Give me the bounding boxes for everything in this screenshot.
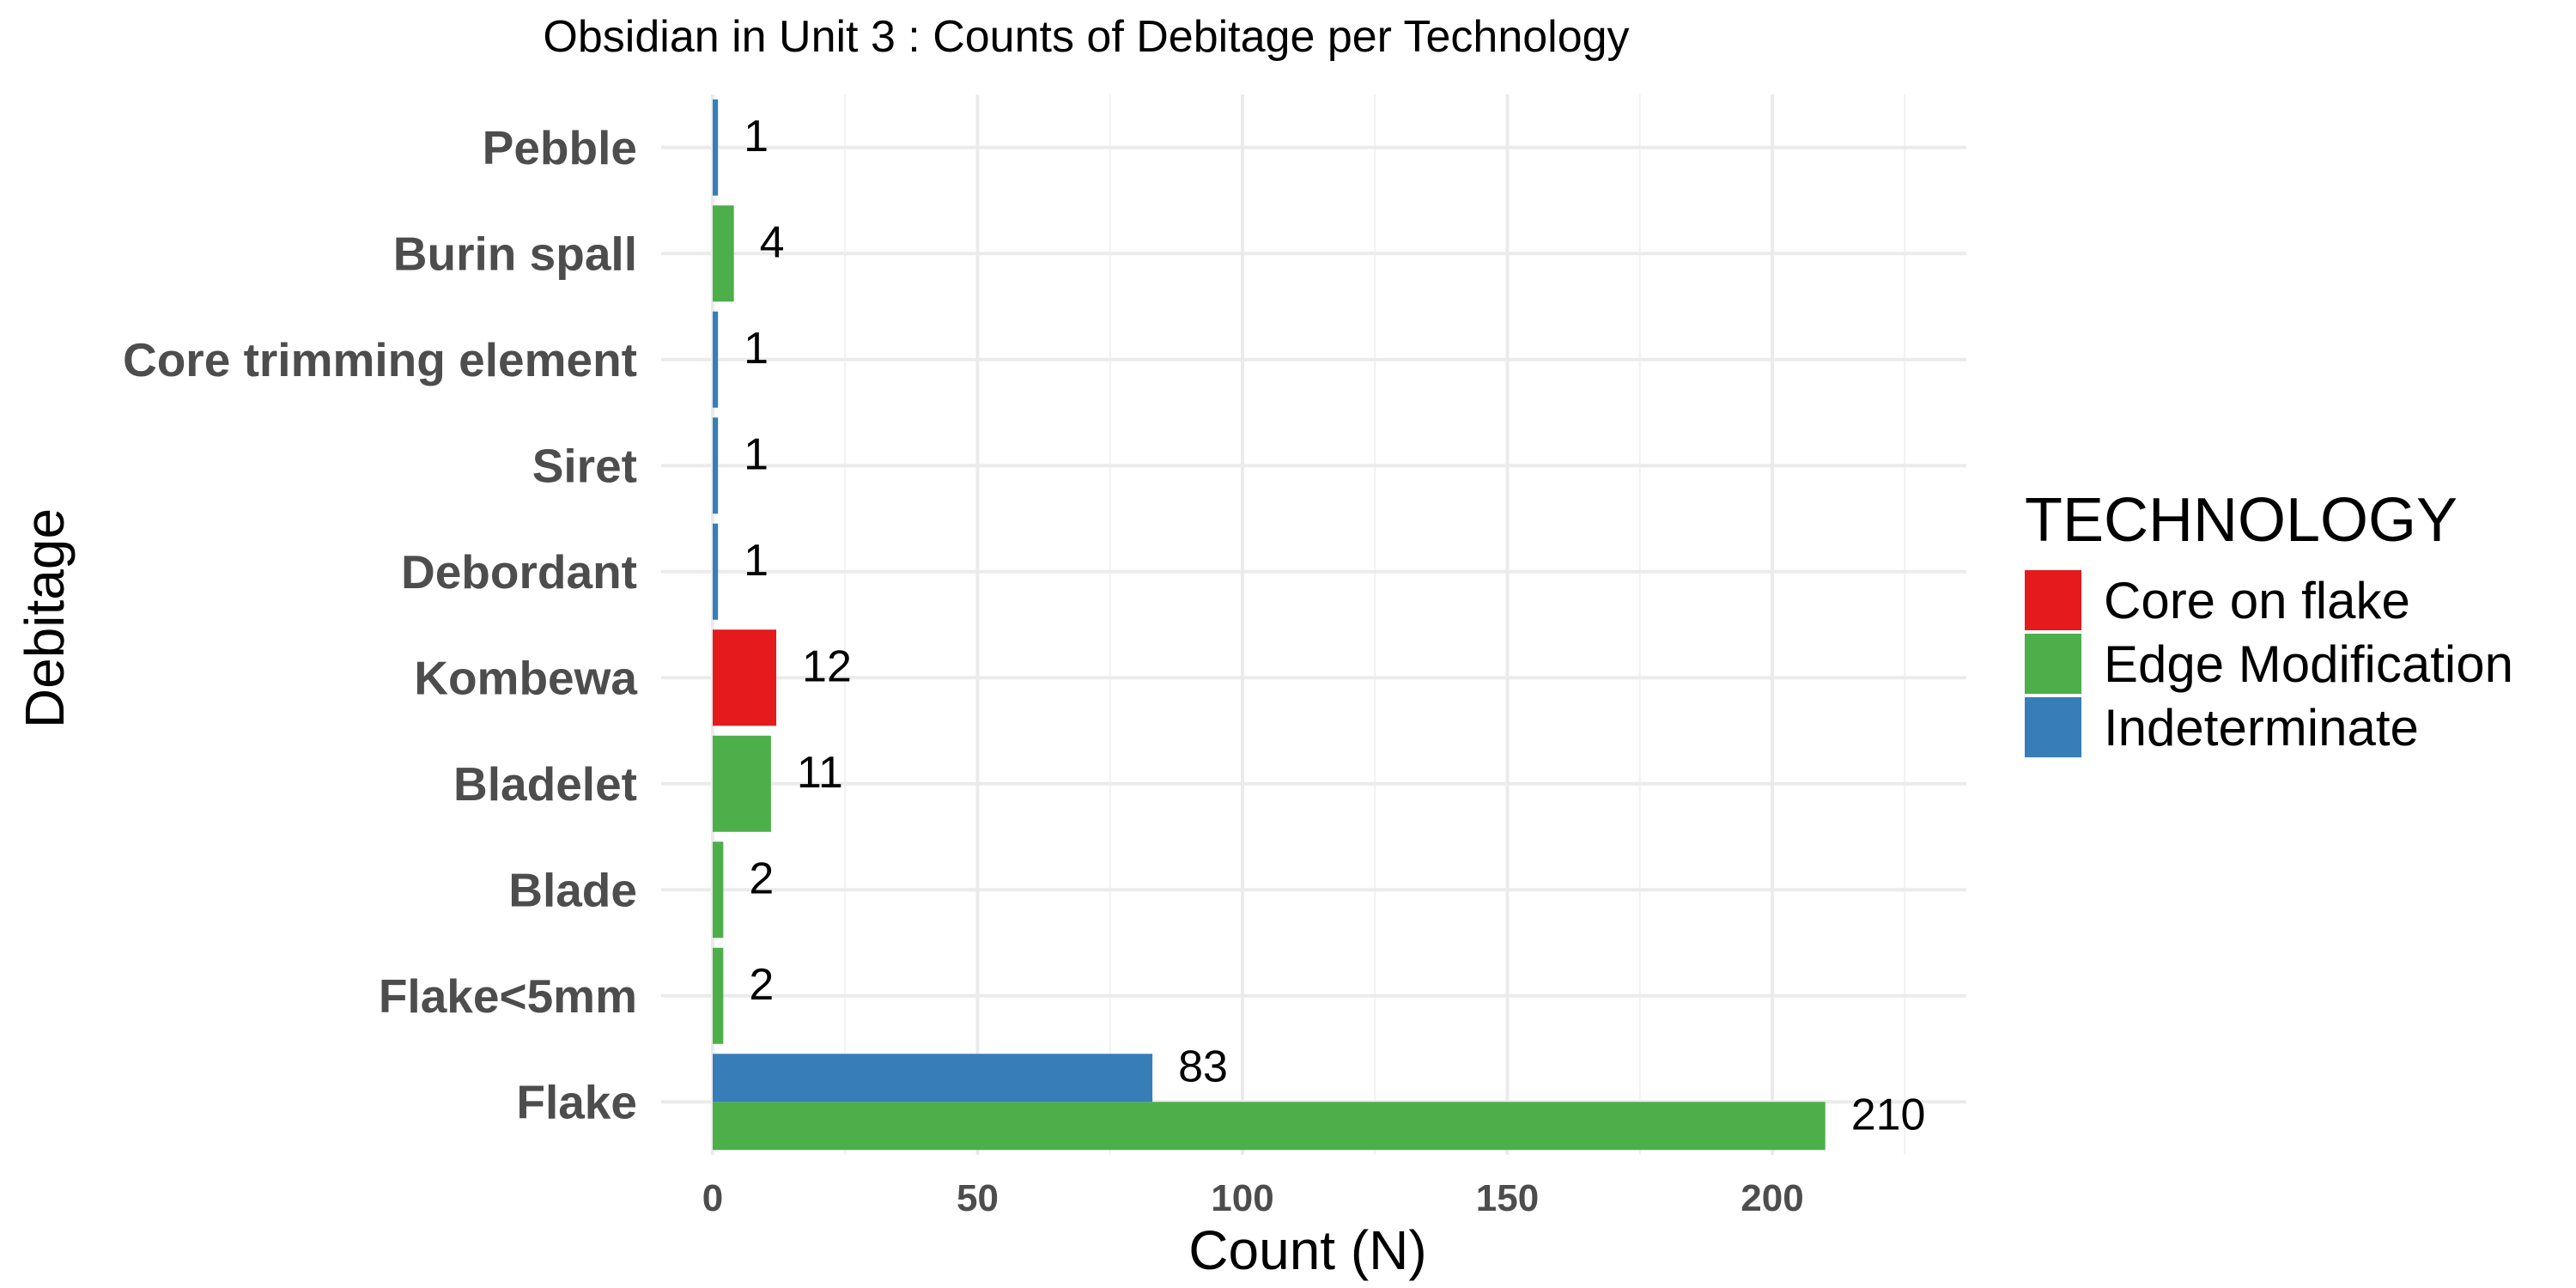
- legend-label-core-on-flake: Core on flake: [2104, 572, 2410, 629]
- legend: TECHNOLOGY Core on flake Edge Modificatio…: [2025, 486, 2513, 757]
- category-label-flake: Flake: [516, 1075, 637, 1128]
- legend-label-edge-modification: Edge Modification: [2104, 635, 2513, 693]
- bar-flake-edge-modification: [713, 1102, 1826, 1151]
- x-tick-label-0: 0: [702, 1177, 723, 1219]
- category-label-core-trimming-element: Core trimming element: [123, 333, 637, 386]
- legend-items: Core on flake Edge Modification Indetermin…: [2025, 570, 2513, 757]
- category-label-pebble: Pebble: [483, 121, 637, 174]
- x-tick-label-100: 100: [1211, 1177, 1273, 1219]
- category-labels: Pebble Burin spall Core trimming element Si…: [123, 121, 637, 1129]
- data-label-bladelet-edge-modification: 11: [797, 748, 843, 798]
- bar-bladelet-edge-modification: [713, 735, 771, 832]
- data-label-blade-edge-modification: 2: [749, 854, 774, 903]
- data-label-kombewa-core-on-flake: 12: [802, 641, 852, 691]
- bar-burin-spall-edge-modification: [713, 205, 734, 302]
- grid-lines: [661, 94, 1966, 1155]
- data-label-debordant-indeterminate: 1: [744, 536, 769, 586]
- data-label-flake-indeterminate: 83: [1178, 1042, 1228, 1091]
- data-label-flake-5mm-edge-modification: 2: [749, 960, 774, 1010]
- bar-core-trimming-element-indeterminate: [713, 311, 719, 408]
- x-axis-title: Count (N): [1188, 1219, 1426, 1281]
- data-label-core-trimming-element-indeterminate: 1: [744, 324, 769, 374]
- x-tick-label-50: 50: [957, 1177, 999, 1219]
- bar-pebble-indeterminate: [713, 99, 719, 196]
- x-tick-label-150: 150: [1476, 1177, 1539, 1219]
- bar-debordant-indeterminate: [713, 523, 719, 620]
- x-tick-label-200: 200: [1741, 1177, 1803, 1219]
- legend-key-edge-modification: [2025, 634, 2081, 694]
- category-label-debordant: Debordant: [401, 545, 637, 598]
- category-label-burin-spall: Burin spall: [393, 227, 637, 280]
- legend-key-indeterminate: [2025, 697, 2081, 757]
- chart-title: Obsidian in Unit 3 : Counts of Debitage …: [543, 12, 1629, 62]
- data-label-siret-indeterminate: 1: [744, 429, 769, 479]
- bar-blade-edge-modification: [713, 841, 724, 939]
- legend-label-indeterminate: Indeterminate: [2104, 699, 2419, 756]
- legend-title: TECHNOLOGY: [2025, 486, 2458, 555]
- bar-kombewa-core-on-flake: [713, 629, 777, 726]
- category-label-bladelet: Bladelet: [453, 757, 637, 811]
- data-label-burin-spall-edge-modification: 4: [760, 217, 785, 267]
- legend-key-core-on-flake: [2025, 570, 2081, 630]
- bars: [713, 99, 1826, 1151]
- x-tick-labels: 0 50 100 150 200: [702, 1177, 1804, 1219]
- category-label-flake-5mm: Flake<5mm: [379, 969, 637, 1023]
- bar-flake-5mm-edge-modification: [713, 947, 724, 1044]
- y-axis-title: Debitage: [14, 508, 76, 728]
- data-label-flake-edge-modification: 210: [1851, 1090, 1926, 1139]
- category-label-siret: Siret: [532, 439, 637, 492]
- category-label-kombewa: Kombewa: [414, 651, 637, 704]
- bar-flake-indeterminate: [713, 1054, 1153, 1103]
- data-label-pebble-indeterminate: 1: [744, 112, 769, 161]
- bar-siret-indeterminate: [713, 417, 719, 514]
- category-label-blade: Blade: [508, 863, 637, 916]
